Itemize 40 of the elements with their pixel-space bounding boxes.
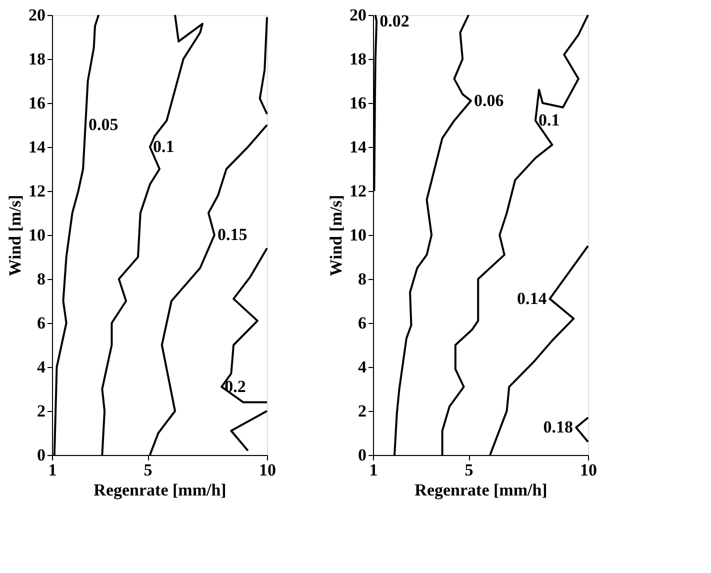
y-tick-label: 2 — [37, 402, 46, 420]
y-tick-label: 4 — [358, 358, 367, 376]
annotation: 0.18 — [543, 418, 574, 436]
x-axis-title: Regenrate [mm/h] — [94, 480, 226, 500]
x-axis-title: Regenrate [mm/h] — [414, 480, 548, 500]
y-tick-label: 0 — [37, 446, 46, 464]
y-tick-label: 2 — [358, 402, 366, 420]
annotation: 0.06 — [474, 90, 504, 110]
y-tick-label: 14 — [28, 138, 46, 156]
x-tick-label: 10 — [259, 460, 276, 480]
y-tick-label: 16 — [28, 94, 46, 112]
x-tick-label: 5 — [464, 460, 474, 480]
annotation: 0.15 — [217, 225, 248, 244]
y-tick-label: 12 — [28, 182, 46, 200]
y-tick-label: 12 — [350, 182, 366, 200]
y-tick-label: 6 — [358, 314, 366, 332]
y-tick-label: 20 — [28, 6, 46, 24]
y-axis-title: Wind [m/s] — [6, 194, 24, 276]
y-tick-label: 18 — [350, 50, 366, 68]
annotation: 0.1 — [152, 137, 174, 156]
y-tick-label: 10 — [28, 226, 46, 244]
annotation: 0.02 — [380, 12, 410, 31]
annotation: 0.1 — [538, 110, 560, 130]
y-tick-label: 8 — [37, 270, 46, 288]
y-axis-title: Wind [m/s] — [326, 194, 346, 276]
y-tick-label: 8 — [358, 270, 366, 288]
y-tick-label: 18 — [28, 50, 46, 68]
y-tick-label: 4 — [37, 358, 46, 376]
x-tick-label: 1 — [48, 460, 57, 480]
y-tick-label: 14 — [350, 138, 367, 156]
x-tick-label: 5 — [144, 460, 152, 480]
y-tick-label: 20 — [350, 6, 366, 24]
x-tick-label: 1 — [369, 460, 378, 480]
y-tick-label: 10 — [350, 226, 366, 244]
y-tick-label: 6 — [37, 314, 46, 332]
annotation: 0.14 — [517, 288, 548, 308]
x-tick-label: 10 — [580, 460, 597, 480]
y-tick-label: 16 — [350, 94, 366, 112]
annotation: 0.05 — [88, 115, 118, 134]
y-tick-label: 0 — [358, 446, 366, 464]
